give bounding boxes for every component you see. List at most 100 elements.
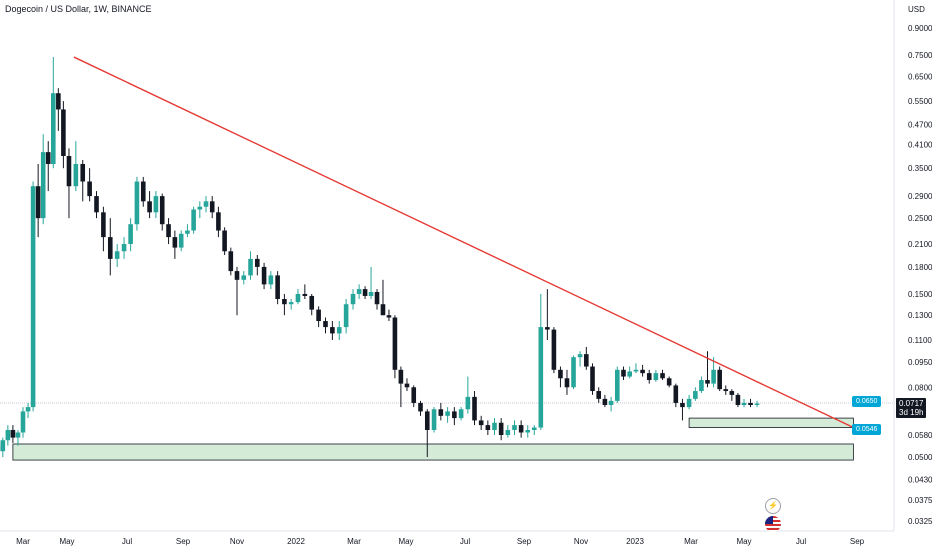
candle (35, 164, 41, 238)
candle (178, 230, 184, 252)
candle-body (614, 369, 620, 401)
candle-body (66, 155, 72, 187)
candle-body (545, 327, 550, 330)
candle-body (107, 237, 113, 259)
candle (431, 407, 437, 433)
candle-body (621, 369, 626, 377)
y-tick-label: 0.5500 (908, 97, 932, 106)
candle (185, 224, 190, 238)
candle-body (445, 411, 450, 416)
candle (404, 378, 410, 392)
x-tick-label: Mar (16, 537, 30, 546)
candle (551, 327, 557, 374)
candle-body (590, 366, 595, 392)
y-tick-label: 0.0325 (908, 517, 932, 526)
candle (128, 218, 133, 252)
candle-body (228, 251, 234, 272)
candle-body (166, 224, 171, 238)
candle-body (680, 402, 685, 408)
candle-body (216, 212, 221, 231)
candle-body (0, 440, 6, 452)
candle (248, 251, 253, 280)
candle (633, 363, 639, 374)
lower-target-callout[interactable]: 0.0546 (852, 424, 882, 435)
candle (693, 387, 698, 401)
candle-body (571, 357, 576, 388)
candle (234, 266, 240, 316)
candle (424, 409, 430, 458)
candle-body (222, 230, 227, 252)
candle (380, 279, 386, 316)
candle-body (255, 258, 260, 267)
us-flag-icon[interactable] (765, 516, 781, 532)
candle (15, 429, 21, 446)
y-tick-label: 0.1500 (908, 290, 932, 299)
candle-body (309, 295, 315, 310)
candle (107, 218, 113, 276)
y-tick-label: 0.2500 (908, 214, 932, 223)
candle-body (392, 317, 398, 370)
candle-body (673, 385, 679, 403)
candle-body (564, 378, 570, 388)
candle-body (729, 391, 735, 395)
candle-body (705, 380, 710, 384)
candle (216, 206, 221, 238)
candle (61, 101, 66, 169)
candle (729, 389, 735, 401)
candle (0, 437, 6, 458)
candle-body (114, 251, 120, 259)
candle-body (452, 411, 457, 419)
lightning-icon[interactable]: ⚡ (765, 498, 781, 514)
support-zones (12, 417, 854, 461)
candle (140, 176, 146, 207)
candle-body (418, 402, 423, 412)
candle-body (178, 233, 184, 248)
candle (438, 402, 444, 421)
candle-body (608, 400, 614, 406)
candle-body (128, 224, 133, 245)
candle-body (172, 237, 178, 248)
candle (350, 289, 356, 310)
candle (564, 369, 570, 395)
candle (66, 148, 72, 219)
candle (153, 191, 159, 219)
candle (166, 218, 171, 245)
upper-target-callout[interactable]: 0.0650 (852, 396, 882, 407)
candle (203, 196, 209, 213)
candle (330, 321, 335, 341)
y-tick-label: 0.2900 (908, 192, 932, 201)
candle (40, 134, 46, 225)
candle-body (404, 383, 410, 388)
candle-body (330, 327, 335, 334)
y-tick-label: 0.7500 (908, 51, 932, 60)
candle-body (531, 427, 537, 430)
candle-body (525, 429, 531, 433)
candle-body (485, 425, 491, 430)
candle-body (25, 407, 31, 412)
candle (228, 247, 234, 276)
candle-body (741, 402, 747, 406)
candle (197, 201, 203, 219)
candle (660, 369, 665, 381)
candle-body (185, 230, 190, 234)
candle (614, 366, 620, 403)
candle-body (660, 373, 665, 379)
price-axis: 0.9000 0.7500 0.6500 0.5500 0.4700 0.4100 0.35… (908, 24, 932, 526)
candle-body (295, 293, 301, 303)
candle (640, 364, 645, 377)
support-zone (688, 417, 854, 428)
candle-body (438, 409, 444, 416)
candle-body (140, 181, 146, 202)
candle (711, 357, 716, 388)
candle-body (518, 425, 524, 433)
candle (505, 425, 511, 438)
candle (50, 57, 56, 169)
candle (121, 237, 127, 259)
candle-body (584, 354, 589, 367)
candle-body (30, 186, 36, 408)
candle-body (73, 164, 79, 187)
candle (653, 369, 659, 382)
candle (309, 293, 315, 316)
candle (323, 317, 328, 334)
